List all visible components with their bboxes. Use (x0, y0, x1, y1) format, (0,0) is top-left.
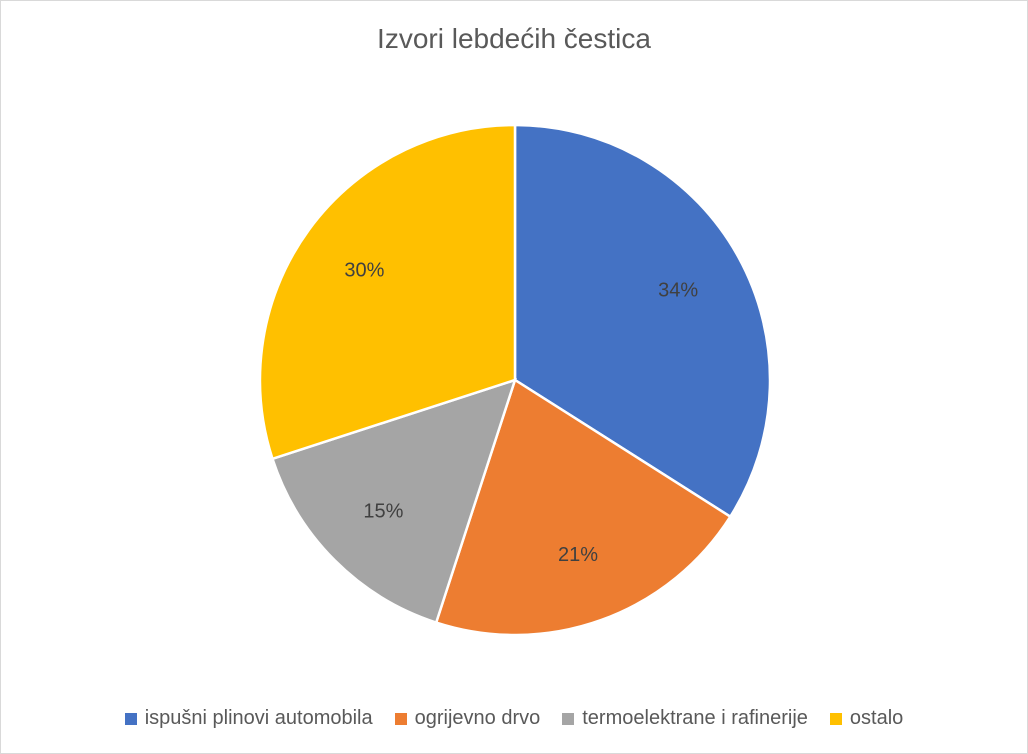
pie-slice-2 (434, 378, 733, 637)
legend-swatch (124, 712, 137, 725)
legend-label: ostalo (849, 707, 904, 729)
pie-data-labels: 34% 21% 15% 30% (344, 260, 698, 567)
legend-label: termoelektrane i rafinerije (582, 707, 808, 729)
data-label-1: 34% (658, 279, 698, 301)
legend-item-3: termoelektrane i rafinerije (562, 707, 808, 730)
chart-title: Izvori lebdećih čestica (377, 23, 651, 54)
pie-slice-4 (258, 123, 517, 461)
legend-item-1: ispušni plinovi automobila (124, 707, 373, 730)
legend-swatch (394, 712, 407, 725)
legend-item-4: ostalo (829, 707, 904, 730)
legend-swatch (829, 712, 842, 725)
legend-label: ogrijevno drvo (414, 707, 541, 729)
data-label-3: 15% (363, 501, 403, 523)
data-label-4: 30% (344, 260, 384, 282)
pie-slices (258, 123, 772, 637)
pie-slice-3 (270, 378, 517, 625)
chart-legend: ispušni plinovi automobila ogrijevno drvo… (1, 707, 1027, 730)
pie-slice-1 (513, 123, 772, 519)
legend-label: ispušni plinovi automobila (144, 707, 373, 729)
data-label-2: 21% (558, 544, 598, 566)
legend-item-2: ogrijevno drvo (394, 707, 541, 730)
legend-swatch (562, 712, 575, 725)
